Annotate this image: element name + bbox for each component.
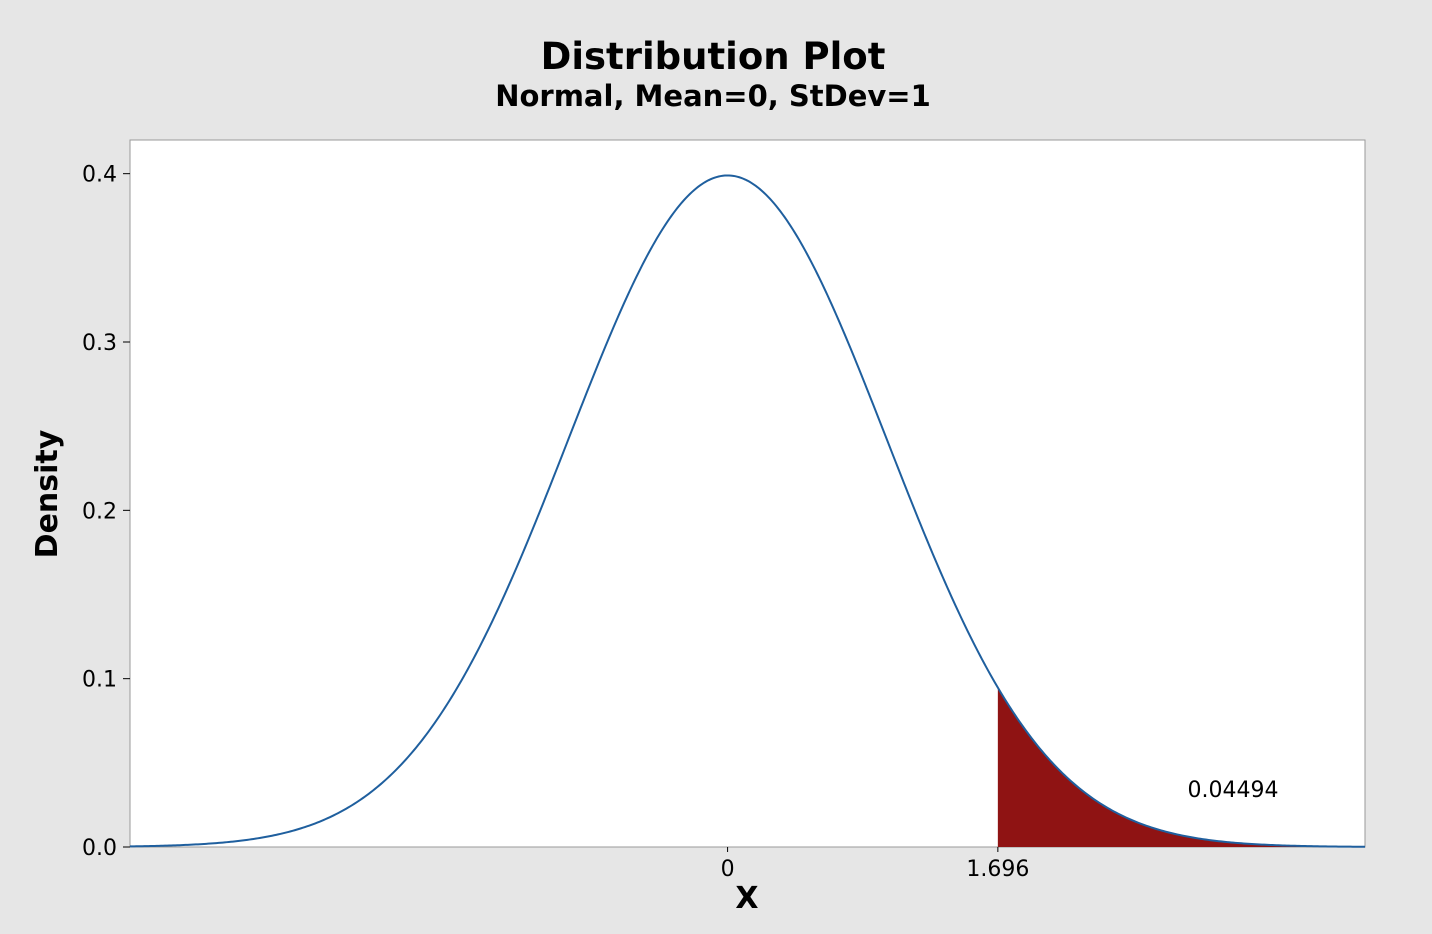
- y-tick-label: 0.2: [82, 499, 117, 524]
- plot-area: [129, 139, 1366, 848]
- shaded-tail-region: [997, 687, 1365, 847]
- tail-probability-label: 0.04494: [1188, 778, 1279, 803]
- y-tick-label: 0.4: [82, 163, 117, 188]
- x-axis-label: X: [735, 881, 758, 916]
- x-tick-label: 0: [721, 857, 735, 882]
- y-tick-label: 0.3: [82, 331, 117, 356]
- density-curve: [129, 174, 1366, 848]
- y-tick-label: 0.0: [82, 836, 117, 861]
- x-tick-label: 1.696: [966, 857, 1029, 882]
- y-tick-label: 0.1: [82, 668, 117, 693]
- chart-subtitle: Normal, Mean=0, StDev=1: [495, 79, 931, 113]
- y-axis-label: Density: [30, 429, 65, 558]
- chart-title: Distribution Plot: [541, 35, 886, 78]
